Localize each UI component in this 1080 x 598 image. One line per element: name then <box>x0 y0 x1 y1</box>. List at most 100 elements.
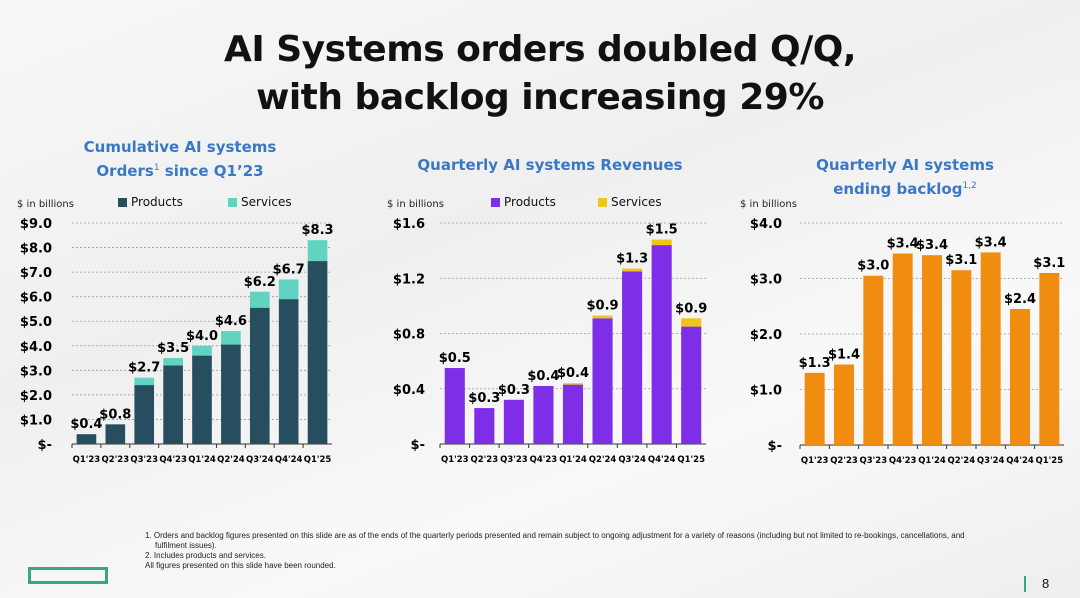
chart2-ytick: $0.4 <box>393 383 425 398</box>
chart2-data-label: $0.5 <box>439 351 471 366</box>
slide-title: AI Systems orders doubled Q/Q, with back… <box>0 26 1080 122</box>
chart2-data-label: $0.3 <box>468 391 500 406</box>
chart2-data-label: $0.4 <box>527 369 559 384</box>
chart3-xtick-label: Q1'25 <box>1036 456 1064 466</box>
chart3-bar-value <box>951 270 972 445</box>
chart2-bar-products <box>562 384 584 444</box>
chart1-xtick-label: Q2'24 <box>217 455 245 465</box>
footnote-1: 1. Orders and backlog figures presented … <box>145 531 965 550</box>
chart1-bar-products <box>134 385 155 444</box>
chart3-data-label: $3.0 <box>857 259 889 274</box>
chart2-bar-products <box>622 271 643 444</box>
title-line-1: AI Systems orders doubled Q/Q, <box>223 29 857 70</box>
chart1-bar-services <box>307 240 328 262</box>
chart3-data-label: $3.4 <box>887 237 919 252</box>
hpe-logo <box>28 567 108 584</box>
chart2-data-label: $0.4 <box>557 366 589 381</box>
chart3-xtick-label: Q3'24 <box>977 456 1005 466</box>
chart1-title-line1: Cumulative AI systems <box>83 138 277 156</box>
footnotes: 1. Orders and backlog figures presented … <box>145 531 985 571</box>
chart1-title: Cumulative AI systems Orders1 since Q1’2… <box>60 137 300 182</box>
chart1-bar-products <box>163 365 183 444</box>
chart2-data-label: $1.3 <box>616 252 648 267</box>
page-divider <box>1024 576 1026 592</box>
chart2-xtick-label: Q1'23 <box>441 455 469 465</box>
chart2-title-line1: Quarterly AI systems Revenues <box>417 156 683 174</box>
chart2-xtick-label: Q1'25 <box>677 455 705 465</box>
legend-label: Services <box>611 195 662 209</box>
chart1-data-label: $2.7 <box>128 361 160 376</box>
chart3-bar-value <box>980 252 1001 445</box>
chart2-xtick-label: Q4'23 <box>530 455 558 465</box>
chart3-title-line2: ending backlog <box>833 180 963 198</box>
chart1-ytick: $4.0 <box>20 340 52 355</box>
chart2-data-label: $0.9 <box>587 299 619 314</box>
chart1-bar-products <box>221 344 241 444</box>
chart2-bar-products <box>651 245 672 444</box>
chart3-bar-value <box>804 372 825 445</box>
chart1-ytick: $2.0 <box>20 389 52 404</box>
chart1-ytick: $7.0 <box>20 266 52 281</box>
chart2-xtick-label: Q3'24 <box>618 455 646 465</box>
chart2-bar-products <box>444 368 465 444</box>
chart2-xtick-label: Q2'23 <box>471 455 499 465</box>
chart3-xtick-label: Q1'23 <box>801 456 829 466</box>
chart2-bar-services <box>651 239 672 246</box>
chart2-ytick: $- <box>411 438 425 453</box>
chart1-bar-services <box>278 279 299 300</box>
chart2-bar-services <box>562 383 584 385</box>
legend-swatch <box>598 197 607 207</box>
chart2-bar-products <box>474 408 495 444</box>
legend-swatch <box>491 197 500 207</box>
legend-label: Products <box>504 195 556 209</box>
chart1-data-label: $8.3 <box>302 223 334 238</box>
chart2-legend-products: Products <box>491 195 556 209</box>
chart1-data-label: $4.6 <box>215 314 247 329</box>
chart2-title: Quarterly AI systems Revenues <box>410 155 690 176</box>
chart1-bar-products <box>105 424 126 444</box>
chart3-bar-value <box>892 253 913 445</box>
chart1-xtick-label: Q4'23 <box>159 455 187 465</box>
chart3-bar-value <box>834 364 854 445</box>
chart2-ytick: $1.2 <box>393 272 425 287</box>
chart3-data-label: $1.4 <box>828 348 860 363</box>
chart3-data-label: $3.4 <box>916 238 948 253</box>
chart3-xtick-label: Q4'24 <box>1006 456 1034 466</box>
chart2-bar-services <box>681 318 702 327</box>
chart3-title-line1: Quarterly AI systems <box>816 156 994 174</box>
chart1-data-label: $3.5 <box>157 341 189 356</box>
chart2-unit-label: $ in billions <box>387 199 444 210</box>
chart2-bar-products <box>592 318 613 444</box>
chart3-bar-value <box>1010 309 1030 445</box>
chart3-xtick-label: Q1'24 <box>918 456 946 466</box>
chart1-data-label: $6.2 <box>244 275 276 290</box>
chart1-bar-services <box>134 377 155 386</box>
chart1-ytick: $- <box>38 438 52 453</box>
legend-swatch <box>118 197 127 207</box>
chart2-data-label: $1.5 <box>646 223 678 238</box>
footnote-rounding: All figures presented on this slide have… <box>145 561 336 570</box>
chart1-xtick-label: Q1'24 <box>188 455 216 465</box>
chart1-bar-services <box>192 345 212 356</box>
chart1-data-label: $0.4 <box>70 417 102 432</box>
chart3-data-label: $3.1 <box>945 253 977 268</box>
chart1-xtick-label: Q1'23 <box>73 455 101 465</box>
chart1-bar-services <box>163 358 183 366</box>
chart3-ytick: $1.0 <box>750 384 782 399</box>
chart1-bar-products <box>278 299 299 444</box>
chart1-xtick-label: Q3'23 <box>130 455 158 465</box>
chart1-data-label: $6.7 <box>273 262 305 277</box>
title-line-2: with backlog increasing 29% <box>256 77 824 118</box>
chart1-data-label: $0.8 <box>99 407 131 422</box>
chart1-data-label: $4.0 <box>186 329 218 344</box>
chart3-xtick-label: Q4'23 <box>889 456 917 466</box>
chart2-xtick-label: Q3'23 <box>500 455 528 465</box>
page-number: 8 <box>1042 576 1050 591</box>
chart3-ytick: $4.0 <box>750 217 782 232</box>
chart3-footnote-ref: 1,2 <box>962 181 977 191</box>
chart1-ytick: $6.0 <box>20 291 52 306</box>
chart3-data-label: $1.3 <box>799 356 831 371</box>
chart3-bar-value <box>922 255 942 445</box>
footnote-2: 2. Includes products and services. <box>145 551 266 560</box>
